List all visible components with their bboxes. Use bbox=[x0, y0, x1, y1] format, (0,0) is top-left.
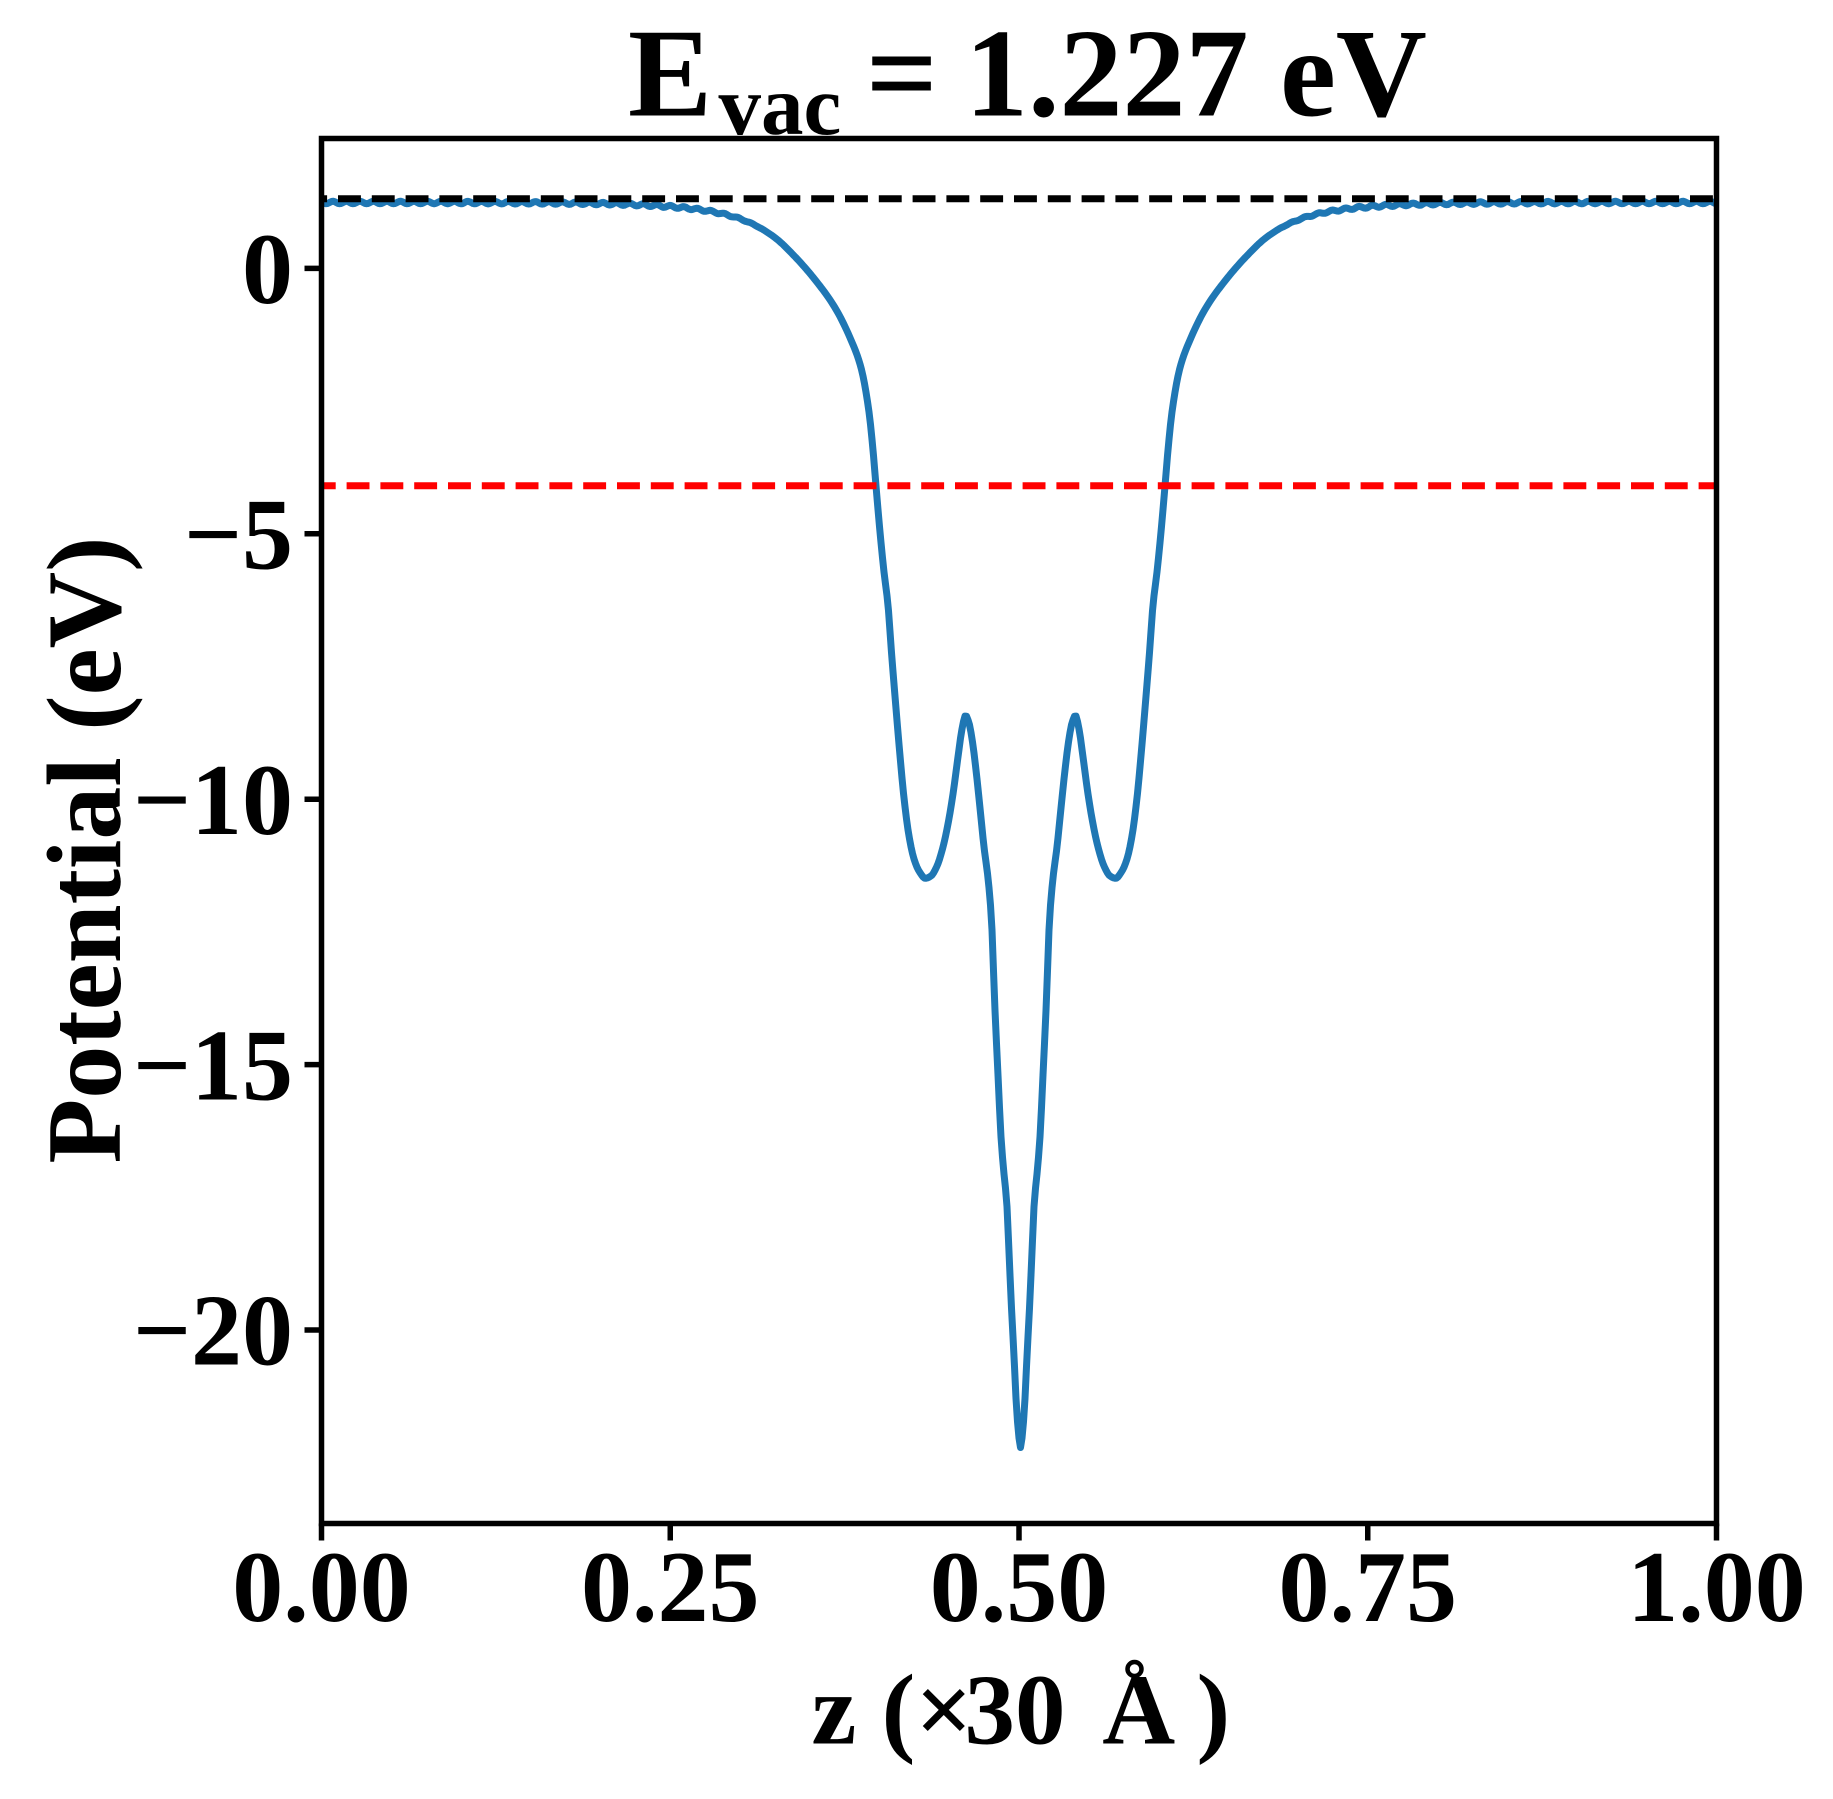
svg-text:=: = bbox=[866, 4, 938, 143]
svg-text:A: A bbox=[1102, 1654, 1175, 1766]
svg-text:0.25: 0.25 bbox=[581, 1531, 760, 1644]
svg-text:0.75: 0.75 bbox=[1279, 1531, 1458, 1644]
svg-text:1.227 eV: 1.227 eV bbox=[965, 4, 1427, 143]
svg-text:0: 0 bbox=[242, 213, 293, 326]
svg-text:Potential (eV): Potential (eV) bbox=[26, 537, 143, 1164]
svg-text:−20: −20 bbox=[133, 1275, 293, 1388]
svg-text:−15: −15 bbox=[133, 1009, 293, 1122]
svg-text:−5: −5 bbox=[184, 479, 293, 592]
svg-text:z (×: z (× bbox=[812, 1654, 973, 1766]
svg-text:0.00: 0.00 bbox=[232, 1531, 411, 1644]
svg-text:−10: −10 bbox=[133, 744, 293, 857]
svg-text:30: 30 bbox=[965, 1654, 1066, 1766]
svg-text:vac: vac bbox=[719, 59, 842, 153]
svg-text:1.00: 1.00 bbox=[1627, 1531, 1806, 1644]
svg-text:): ) bbox=[1197, 1654, 1231, 1766]
svg-text:E: E bbox=[628, 4, 712, 143]
svg-text:0.50: 0.50 bbox=[930, 1531, 1109, 1644]
